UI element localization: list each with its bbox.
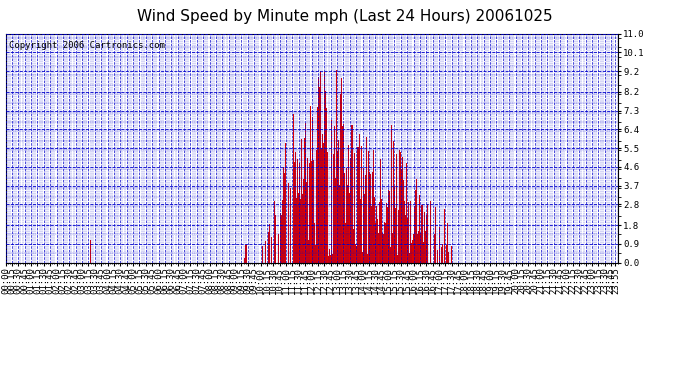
Text: Wind Speed by Minute mph (Last 24 Hours) 20061025: Wind Speed by Minute mph (Last 24 Hours)… [137,9,553,24]
Text: Copyright 2006 Cartronics.com: Copyright 2006 Cartronics.com [8,40,164,50]
